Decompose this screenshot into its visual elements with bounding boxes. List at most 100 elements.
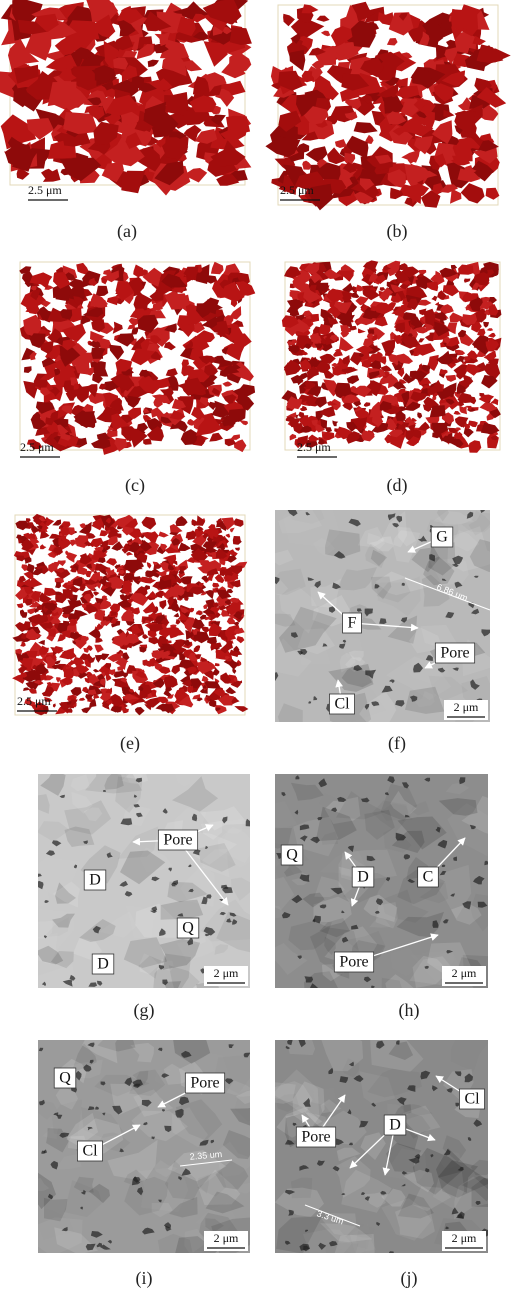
annotation: D xyxy=(389,1117,401,1134)
pore-blob xyxy=(100,530,108,536)
pore-speck xyxy=(41,1151,45,1154)
pore-blob xyxy=(234,706,248,712)
pore-blob xyxy=(231,299,238,307)
annotation: Pore xyxy=(163,832,192,849)
pore-blob xyxy=(74,610,88,618)
grain xyxy=(382,978,403,999)
annotation: Q xyxy=(182,920,194,937)
scale-bar-label: 2.5 μm xyxy=(20,440,54,454)
pore-blob xyxy=(126,552,133,556)
scale-bar-label: 2 μm xyxy=(452,1231,477,1245)
pore-blob xyxy=(486,188,500,200)
pore-blob xyxy=(122,709,129,713)
pore-blob xyxy=(339,336,354,351)
pore-blob xyxy=(88,393,104,405)
panel-label: (f) xyxy=(388,733,406,754)
pore-blob xyxy=(487,328,494,331)
pore-blob xyxy=(176,516,188,526)
scale-bar-label: 2.5 μm xyxy=(297,440,331,454)
pore-blob xyxy=(341,331,350,337)
pore-blob xyxy=(71,687,82,696)
pore-blob xyxy=(364,402,370,407)
pore-blob xyxy=(469,440,482,453)
annotation: C xyxy=(423,869,434,886)
pore-blob xyxy=(18,667,26,673)
pore-blob xyxy=(431,296,437,302)
pore-blob xyxy=(300,406,308,411)
pore-blob xyxy=(176,619,181,624)
panel-label: (g) xyxy=(134,1000,155,1021)
pore-blob xyxy=(142,517,157,530)
pore-blob xyxy=(143,438,152,444)
pore-blob xyxy=(418,422,430,431)
annotation: D xyxy=(97,956,109,973)
pore-blob xyxy=(93,669,99,673)
pore-blob xyxy=(20,641,26,647)
pore-blob xyxy=(159,600,166,610)
pore-blob xyxy=(464,427,474,437)
pore-blob xyxy=(419,270,427,275)
pore-blob xyxy=(343,270,354,282)
pore-blob xyxy=(106,558,117,566)
pore-blob xyxy=(461,183,485,203)
pore-blob xyxy=(171,664,180,674)
pore-blob xyxy=(456,370,465,379)
panel: QCDPore2 μm(h) xyxy=(254,774,514,1021)
pore-blob xyxy=(230,528,235,533)
pore-blob xyxy=(62,648,74,657)
pore-blob xyxy=(70,540,75,547)
pore-blob xyxy=(464,279,471,283)
pore-blob xyxy=(79,698,86,701)
pore-blob xyxy=(142,634,148,639)
pore-blob xyxy=(117,665,124,670)
panel-label: (b) xyxy=(387,221,408,242)
pore-blob xyxy=(435,302,439,306)
pore-blob xyxy=(445,375,456,382)
pore-blob xyxy=(236,636,244,643)
pore-blob xyxy=(316,16,329,22)
pore-blob xyxy=(135,707,145,715)
pore-blob xyxy=(203,604,208,609)
grain xyxy=(325,1243,358,1262)
pore-blob xyxy=(178,542,191,551)
pore-blob xyxy=(235,547,240,551)
panel: G6.86 umFPoreCl2 μm(f) xyxy=(263,499,510,754)
scale-bar-label: 2 μm xyxy=(452,966,477,980)
pore-blob xyxy=(17,603,24,608)
pore-blob xyxy=(387,38,398,46)
annotation: Q xyxy=(286,847,298,864)
pore-blob xyxy=(454,411,461,415)
pore-blob xyxy=(52,520,61,526)
panel: ClPoreD3.3 um2 μm(j) xyxy=(263,1029,505,1289)
scale-bar-label: 2 μm xyxy=(214,1231,239,1245)
annotation: G xyxy=(436,529,448,546)
pore-blob xyxy=(222,381,232,386)
panel: 2.5 μm(d) xyxy=(281,260,501,496)
pore-blob xyxy=(234,518,244,527)
panel-label: (h) xyxy=(399,1000,420,1021)
pore-blob xyxy=(332,420,338,426)
pore-blob xyxy=(230,27,252,45)
scale-bar-label: 2.5 μm xyxy=(280,183,314,197)
annotation: F xyxy=(348,615,357,632)
pore-blob xyxy=(333,349,343,357)
panel: 2.5 μm(e) xyxy=(12,514,248,754)
pore-blob xyxy=(127,396,141,408)
pore-blob xyxy=(124,560,144,574)
figure: 2.5 μm(a)2.5 μm(b)2.5 μm(c)2.5 μm(d)2.5 … xyxy=(0,0,514,1293)
annotation: Q xyxy=(59,1070,71,1087)
pore-blob xyxy=(488,333,496,338)
pore-blob xyxy=(283,14,295,26)
pore-blob xyxy=(347,375,359,384)
pore-blob xyxy=(95,286,108,297)
scale-bar-label: 2.5 μm xyxy=(17,694,51,708)
annotation: Cl xyxy=(464,1091,480,1108)
pore-blob xyxy=(418,338,425,342)
pore-blob xyxy=(94,645,104,653)
panel-label: (a) xyxy=(117,221,137,242)
pore-blob xyxy=(302,161,312,170)
pore-blob xyxy=(203,541,217,549)
panel: 2.5 μm(a) xyxy=(0,0,252,242)
pore-blob xyxy=(53,703,56,707)
pore-blob xyxy=(131,349,152,366)
